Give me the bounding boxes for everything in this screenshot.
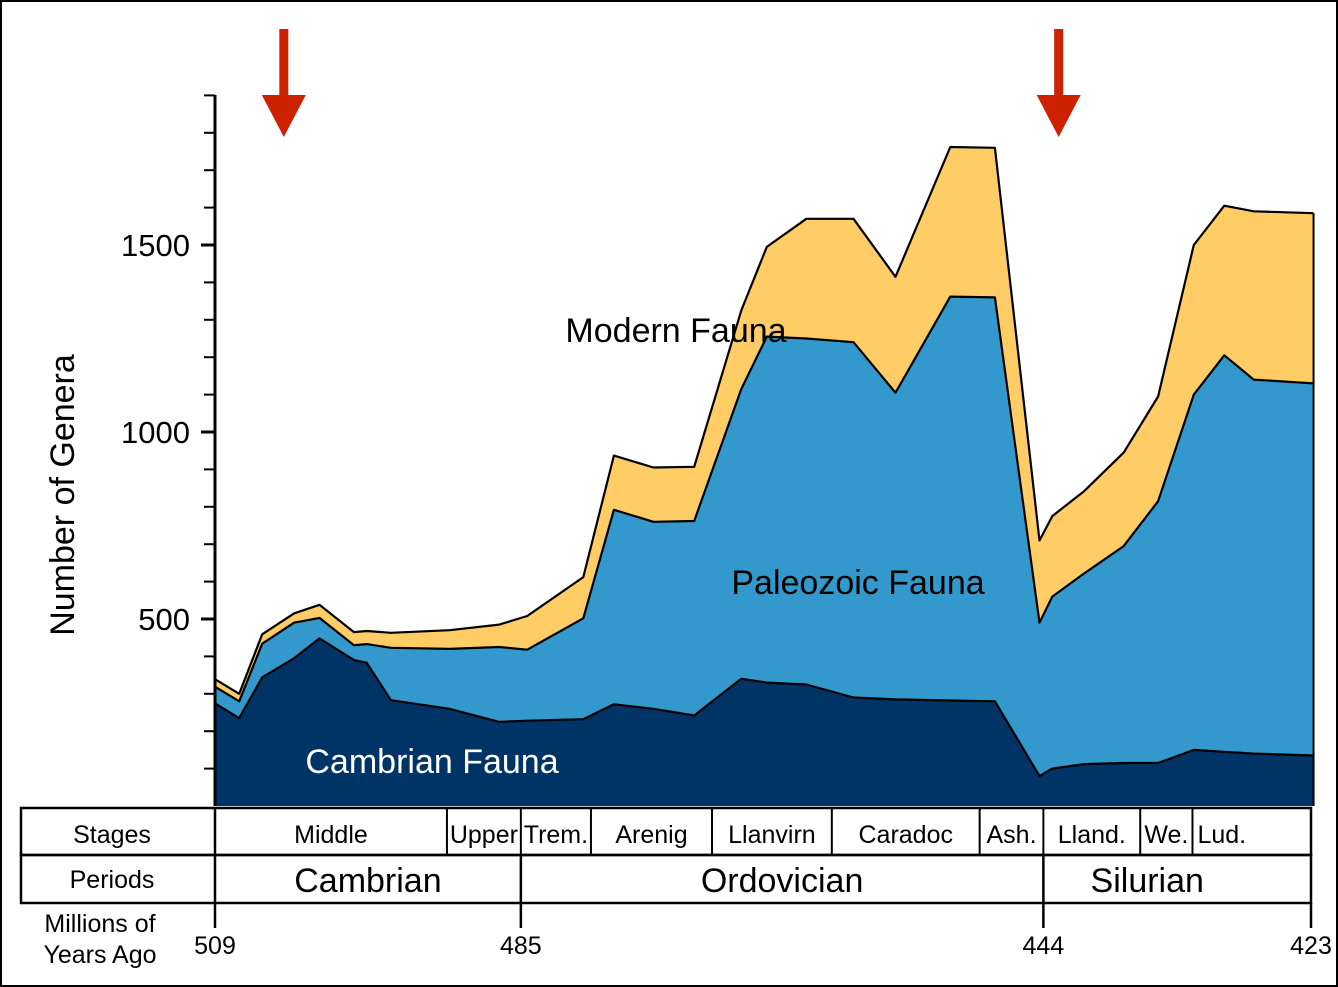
area-layers — [214, 145, 1315, 806]
periods-header: Periods — [70, 866, 155, 894]
year-label-444: 444 — [1023, 932, 1065, 960]
stage-upper: Upper — [450, 821, 518, 849]
label-paleozoic-fauna: Paleozoic Fauna — [731, 564, 984, 602]
year-label-423: 423 — [1290, 932, 1332, 960]
label-modern-fauna: Modern Fauna — [565, 312, 786, 350]
y-tick-label: 1500 — [121, 228, 190, 263]
boundary-modern-fauna — [214, 145, 1314, 695]
stage-trem: Trem. — [524, 821, 588, 849]
stage-lland: Lland. — [1058, 821, 1126, 849]
label-cambrian-fauna: Cambrian Fauna — [305, 743, 558, 781]
y-axis-title: Number of Genera — [44, 354, 82, 636]
fauna-annotations: Modern Fauna Paleozoic Fauna Cambrian Faun… — [305, 312, 984, 781]
year-label-509: 509 — [194, 932, 236, 960]
years-header-line1: Millions of — [44, 910, 155, 938]
area-cambrian-fauna — [215, 638, 1314, 806]
periods-row — [19, 853, 1313, 905]
stage-we: We. — [1144, 821, 1188, 849]
extinction-arrow-2 — [1036, 29, 1081, 137]
period-cambrian: Cambrian — [294, 862, 441, 900]
timescale-table: Stages Periods Millions of Years Ago Middle U… — [19, 806, 1332, 969]
stage-lud: Lud. — [1197, 821, 1246, 849]
years-header-line2: Years Ago — [43, 941, 156, 969]
boundary-cambrian-fauna — [214, 637, 1314, 778]
stage-caradoc: Caradoc — [858, 821, 953, 849]
period-ordovician: Ordovician — [701, 862, 864, 900]
stage-arenig: Arenig — [615, 821, 687, 849]
boundary-paleozoic-fauna — [214, 295, 1314, 703]
period-silurian: Silurian — [1091, 862, 1204, 900]
area-modern-fauna — [215, 147, 1314, 702]
y-axis: 500 1000 1500 Number of Genera — [44, 94, 217, 806]
stage-ash: Ash. — [986, 821, 1036, 849]
extinction-arrows — [261, 29, 1081, 137]
year-label-485: 485 — [500, 932, 542, 960]
extinction-arrow-1 — [261, 29, 306, 137]
y-tick-label: 1000 — [121, 415, 190, 450]
area-paleozoic-fauna — [215, 296, 1314, 777]
stage-middle: Middle — [294, 821, 368, 849]
stages-header: Stages — [73, 821, 151, 849]
y-tick-label: 500 — [138, 602, 190, 637]
stage-llanvirn: Llanvirn — [728, 821, 816, 849]
